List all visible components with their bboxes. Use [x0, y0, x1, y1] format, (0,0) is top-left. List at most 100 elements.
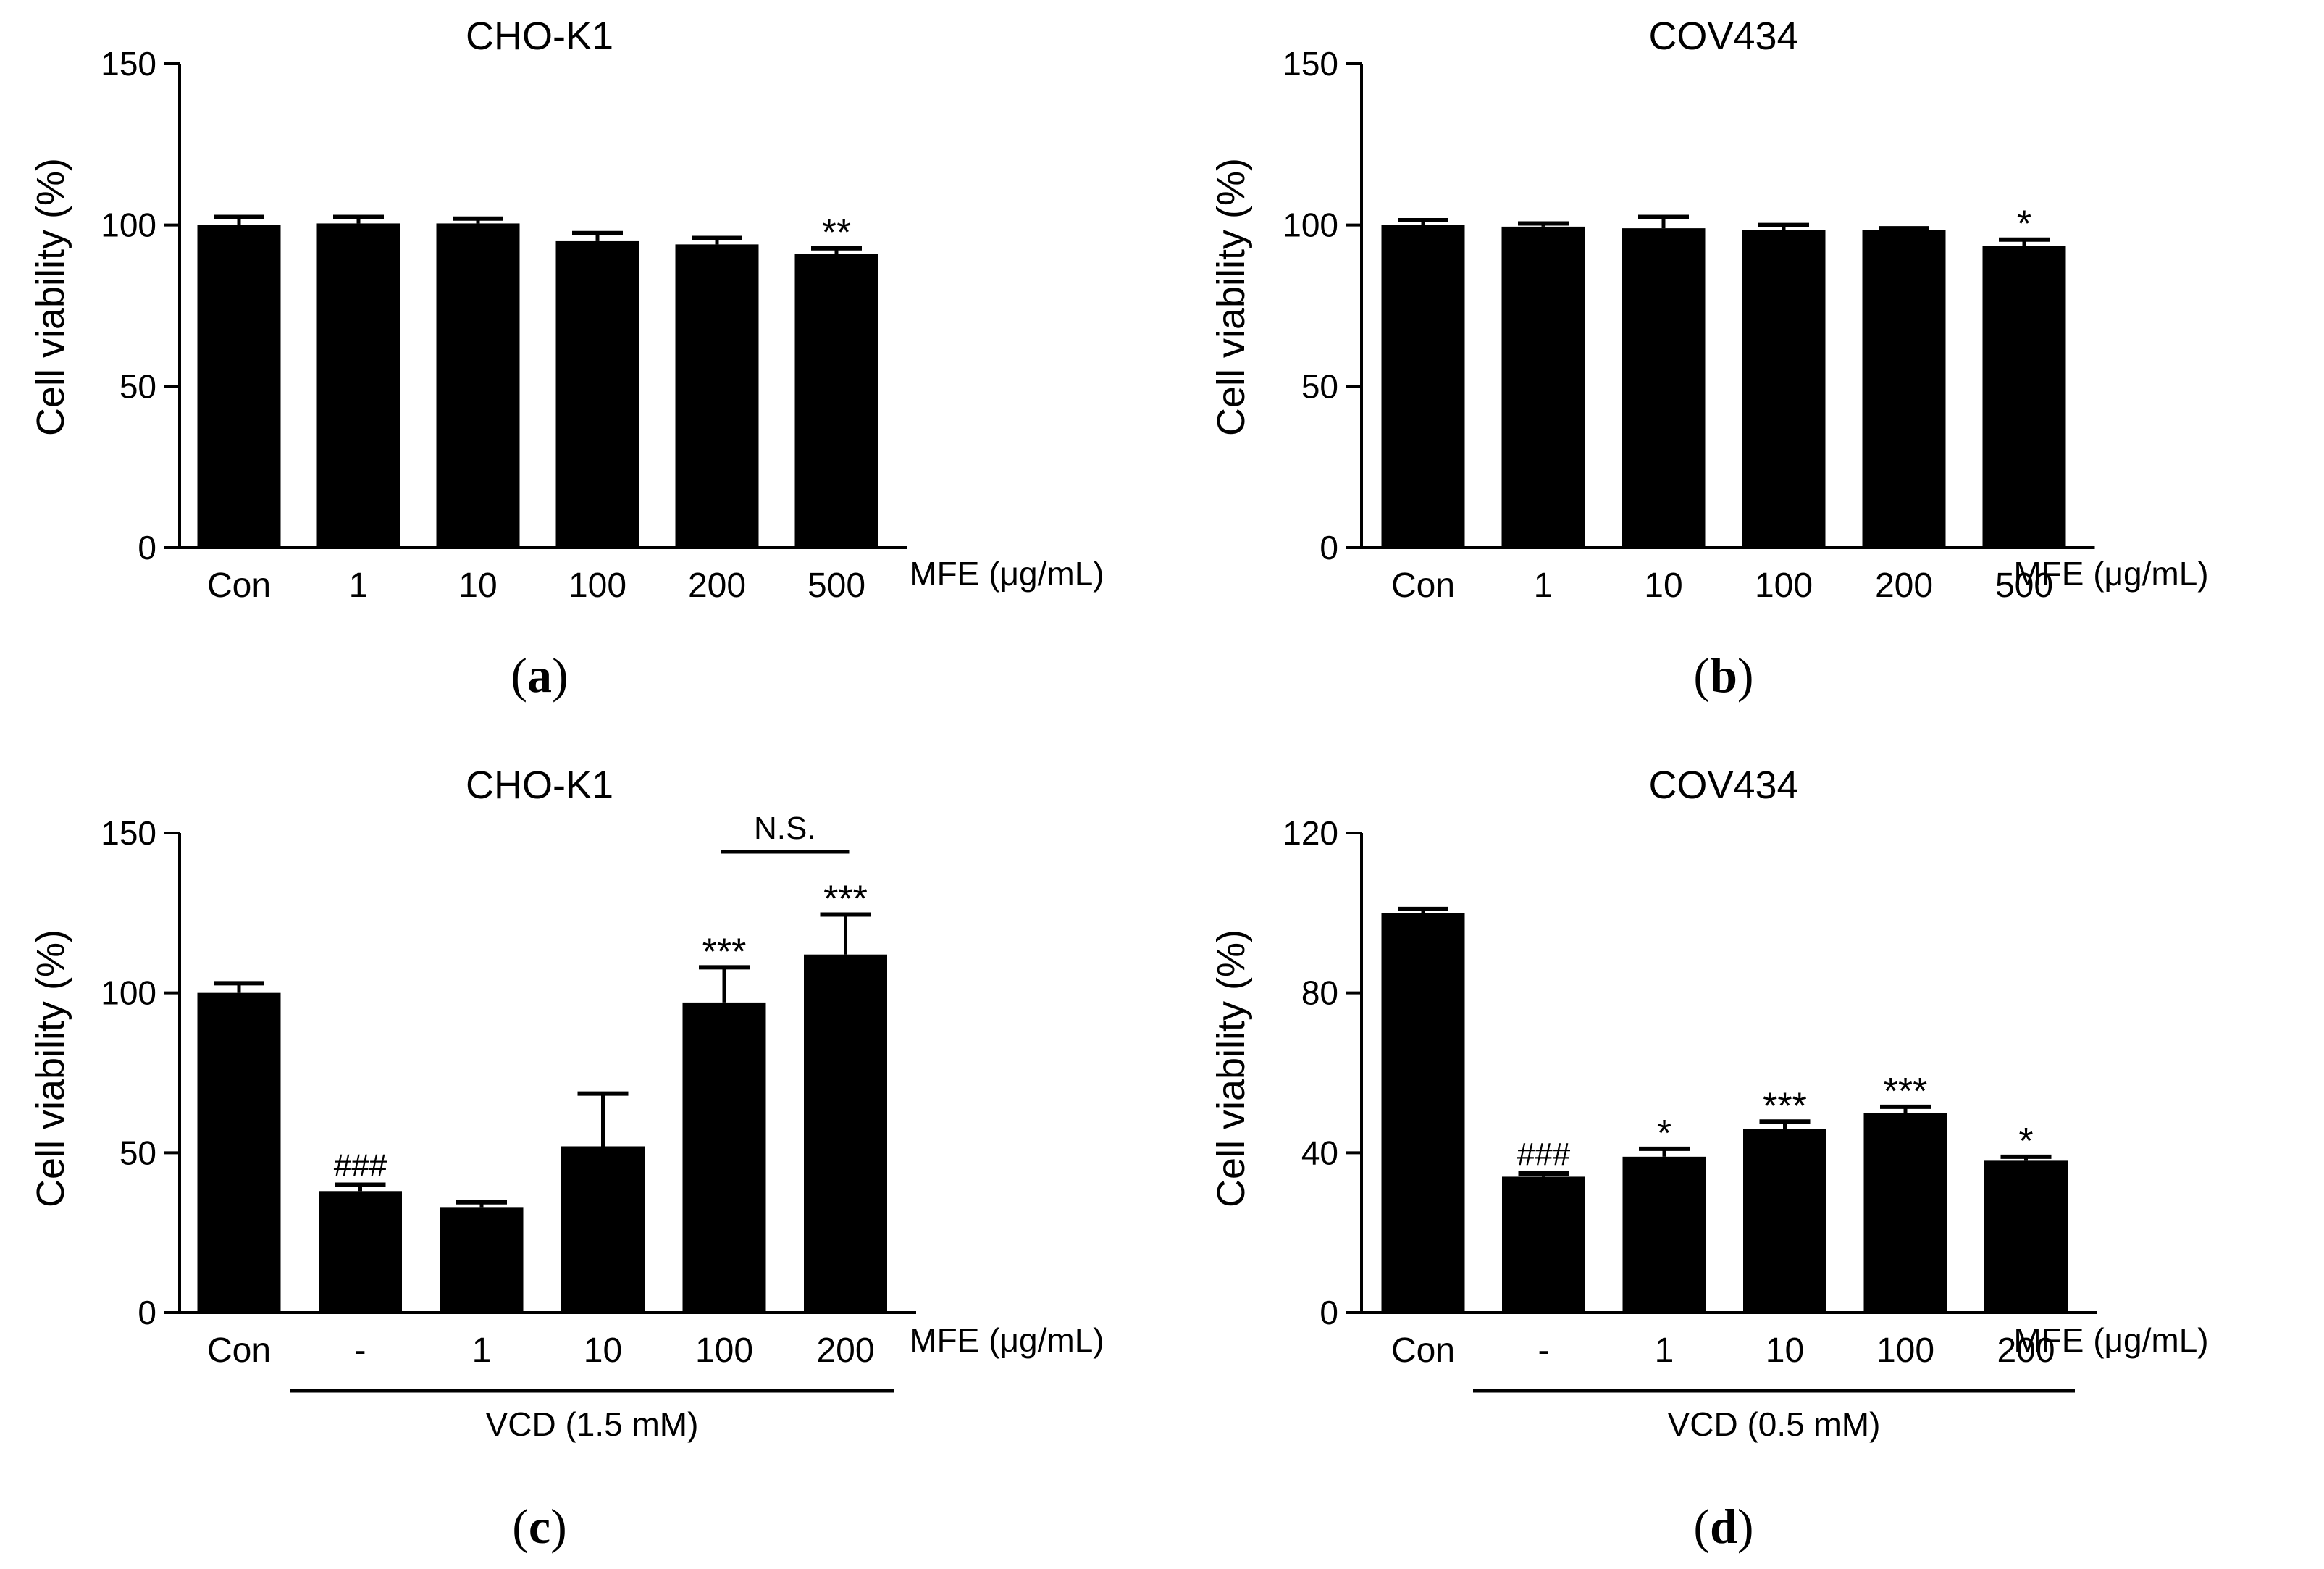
- bar-10: [1622, 228, 1706, 548]
- chart-panel-b: COV434 0 50 100 150 Cell viability (%) Con 1 10 1…: [1209, 14, 2209, 703]
- x-tick-label: -: [1538, 1331, 1550, 1370]
- bar-10: [1743, 1129, 1826, 1313]
- x-axis-label: MFE (μg/mL): [2013, 555, 2208, 593]
- x-axis-label: MFE (μg/mL): [2013, 1321, 2208, 1359]
- x-axis-label: MFE (μg/mL): [909, 1321, 1104, 1359]
- x-tick-label: Con: [207, 1331, 271, 1370]
- x-tick-label: 10: [458, 566, 497, 605]
- bar-100: [1863, 1113, 1947, 1313]
- y-tick-label: 150: [101, 814, 156, 852]
- x-tick-label: 1: [349, 566, 369, 605]
- chart-panel-c: CHO-K1 0 50 100 150 Cell viability (%) Con ### -…: [29, 763, 1104, 1554]
- x-tick-label: Con: [1391, 1331, 1455, 1370]
- significance-marker: **: [822, 212, 851, 254]
- y-tick-label: 50: [1301, 367, 1338, 405]
- x-tick-label: 100: [695, 1331, 753, 1370]
- panel-caption: (a): [511, 648, 568, 703]
- caption-letter: a: [527, 648, 552, 703]
- x-tick-label: 200: [816, 1331, 874, 1370]
- group-label: VCD (0.5 mM): [1668, 1405, 1881, 1443]
- x-tick-label: 200: [1875, 566, 1933, 605]
- bar-500: [794, 254, 878, 548]
- bar-500: [1982, 246, 2066, 548]
- caption-paren-close: ): [1737, 1499, 1754, 1554]
- bar-200: [804, 954, 887, 1313]
- x-tick-label: 10: [584, 1331, 622, 1370]
- y-tick-label: 150: [1283, 45, 1338, 83]
- y-tick-label: 0: [138, 1294, 156, 1331]
- chart-title: COV434: [1648, 14, 1798, 58]
- caption-paren-open: (: [511, 648, 527, 703]
- caption-letter: c: [529, 1499, 550, 1554]
- bar-200: [675, 244, 759, 548]
- comparison-label: N.S.: [754, 811, 816, 846]
- y-axis-label: Cell viability (%): [29, 158, 72, 436]
- significance-marker: ***: [823, 879, 868, 921]
- chart-panel-a: CHO-K1 0 50 100 150 Cell viability (%) Con 1 10 1…: [29, 14, 1104, 703]
- chart-title: CHO-K1: [466, 763, 613, 807]
- bar-1: [440, 1207, 524, 1313]
- x-tick-label: 100: [1876, 1331, 1934, 1370]
- chart-panel-d: COV434 0 40 80 120 Cell viability (%) Con ### - *…: [1209, 763, 2209, 1554]
- bar-1: [316, 223, 400, 548]
- x-tick-label: 100: [569, 566, 626, 605]
- panel-caption: (d): [1693, 1499, 1753, 1554]
- x-tick-label: 1: [472, 1331, 492, 1370]
- bar-1: [1501, 226, 1585, 548]
- x-tick-label: 200: [688, 566, 746, 605]
- x-tick-label: -: [355, 1331, 366, 1370]
- x-axis-label: MFE (μg/mL): [909, 555, 1104, 593]
- bar-200: [1862, 230, 1946, 548]
- y-tick-label: 50: [119, 367, 156, 405]
- x-tick-label: 200: [1997, 1331, 2055, 1370]
- significance-marker: *: [2018, 1121, 2033, 1163]
- y-tick-label: 100: [1283, 206, 1338, 244]
- bar-Con: [197, 992, 281, 1313]
- y-axis-label: Cell viability (%): [1209, 929, 1253, 1208]
- y-tick-label: 0: [1320, 1294, 1338, 1331]
- x-tick-label: 500: [1995, 566, 2053, 605]
- x-tick-label: 1: [1534, 566, 1553, 605]
- x-tick-label: 10: [1644, 566, 1682, 605]
- y-tick-label: 80: [1301, 974, 1338, 1012]
- caption-paren-close: ): [1737, 648, 1754, 703]
- x-tick-label: Con: [1391, 566, 1455, 605]
- x-tick-label: Con: [207, 566, 271, 605]
- group-label: VCD (1.5 mM): [486, 1405, 699, 1443]
- caption-paren-open: (: [512, 1499, 529, 1554]
- bar--: [1502, 1176, 1585, 1313]
- bar-100: [682, 1002, 766, 1313]
- y-tick-label: 50: [119, 1134, 156, 1171]
- y-tick-label: 150: [101, 45, 156, 83]
- significance-marker: ###: [1517, 1137, 1571, 1172]
- significance-marker: ***: [702, 931, 747, 973]
- panel-caption: (c): [512, 1499, 567, 1554]
- y-tick-label: 40: [1301, 1134, 1338, 1171]
- bar--: [319, 1191, 402, 1313]
- y-tick-label: 0: [138, 529, 156, 566]
- significance-marker: ***: [1763, 1085, 1807, 1127]
- caption-paren-open: (: [1693, 648, 1710, 703]
- x-tick-label: 1: [1655, 1331, 1674, 1370]
- bar-Con: [1381, 913, 1465, 1313]
- bar-1: [1622, 1156, 1706, 1313]
- x-tick-label: 100: [1755, 566, 1813, 605]
- caption-letter: d: [1710, 1499, 1737, 1554]
- bar-10: [561, 1146, 645, 1313]
- bar-Con: [1381, 225, 1465, 548]
- significance-marker: *: [1657, 1113, 1671, 1155]
- chart-title: COV434: [1648, 763, 1798, 807]
- y-axis-label: Cell viability (%): [1209, 158, 1253, 436]
- x-tick-label: 10: [1766, 1331, 1804, 1370]
- bar-Con: [197, 225, 281, 548]
- y-tick-label: 120: [1283, 814, 1338, 852]
- bar-10: [436, 223, 520, 548]
- significance-marker: ###: [334, 1147, 387, 1183]
- y-tick-label: 100: [101, 206, 156, 244]
- caption-letter: b: [1710, 648, 1737, 703]
- caption-paren-open: (: [1693, 1499, 1710, 1554]
- significance-marker: *: [2017, 204, 2031, 246]
- panel-caption: (b): [1693, 648, 1753, 703]
- caption-paren-close: ): [552, 648, 569, 703]
